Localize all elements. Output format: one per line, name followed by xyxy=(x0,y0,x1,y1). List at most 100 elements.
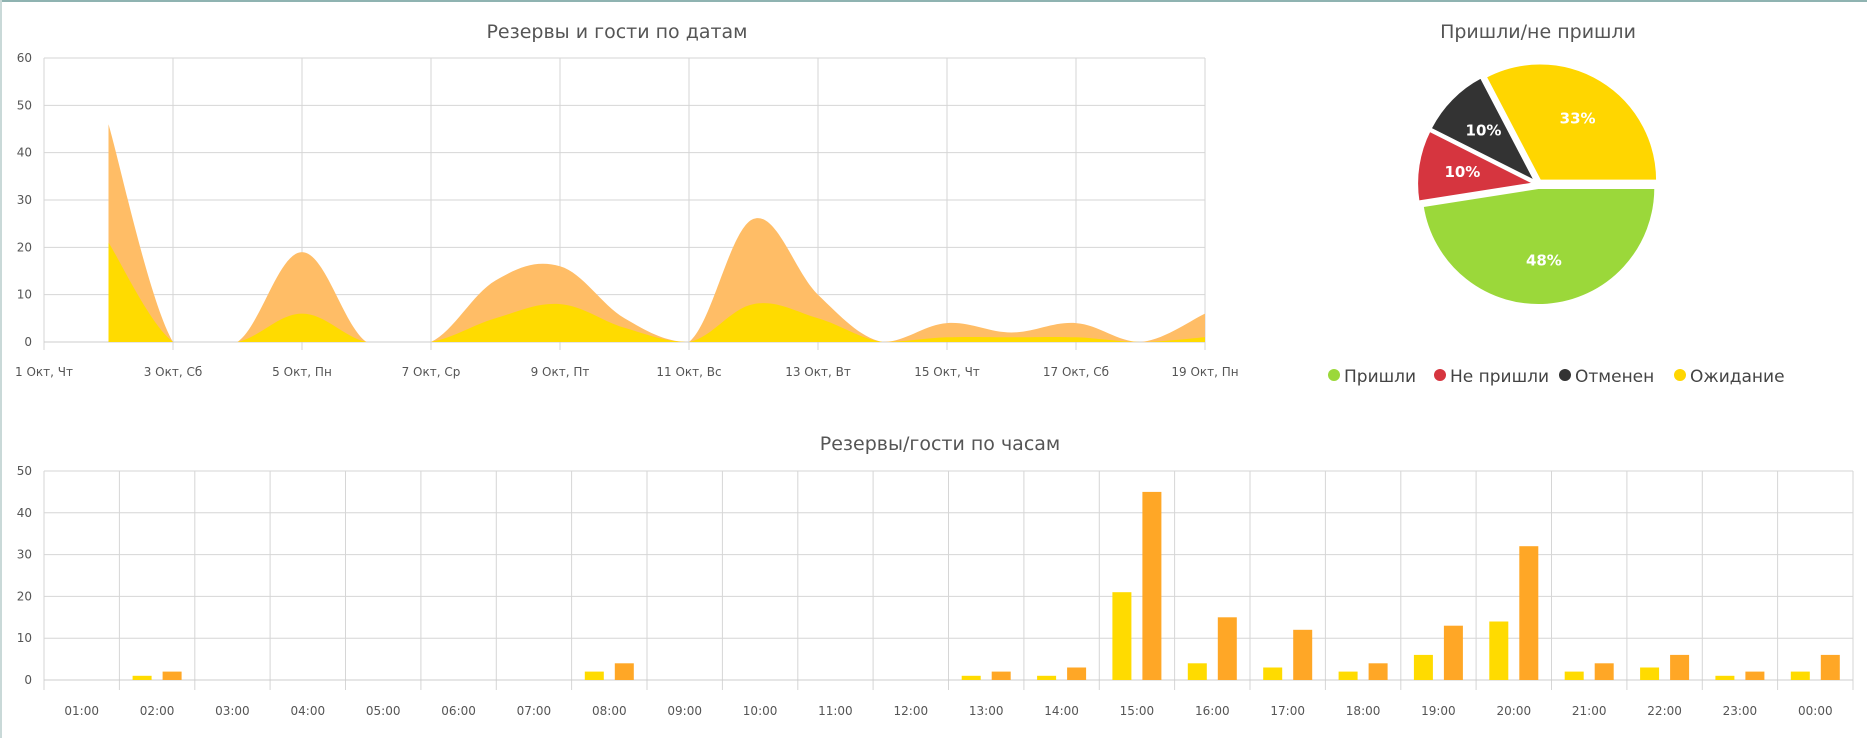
bar-y-tick-label: 20 xyxy=(17,589,32,603)
bar-reservations xyxy=(1564,671,1584,680)
area-x-tick-label: 9 Окт, Пт xyxy=(531,365,590,379)
bar-reservations xyxy=(1790,671,1810,680)
bar-x-tick-label: 12:00 xyxy=(894,704,929,718)
legend-marker xyxy=(1328,369,1340,381)
pie-chart-title: Пришли/не пришли xyxy=(1440,21,1636,43)
area-y-tick-label: 10 xyxy=(17,288,32,302)
area-x-tick-label: 5 Окт, Пн xyxy=(272,365,332,379)
bar-guests xyxy=(1443,625,1463,680)
area-chart-y-axis: 0 10 20 30 40 50 60 xyxy=(17,51,32,349)
area-x-tick-label: 15 Окт, Чт xyxy=(914,365,980,379)
bar-guests xyxy=(1670,654,1690,680)
bar-x-tick-label: 19:00 xyxy=(1421,704,1456,718)
bar-reservations xyxy=(1413,654,1433,680)
pie-slice-label: 10% xyxy=(1444,163,1480,181)
area-y-tick-label: 40 xyxy=(17,146,32,160)
legend-label: Ожидание xyxy=(1690,367,1785,387)
bar-y-tick-label: 10 xyxy=(17,631,32,645)
area-x-tick-label: 3 Окт, Сб xyxy=(144,365,203,379)
bar-y-tick-label: 30 xyxy=(17,548,32,562)
top-border xyxy=(0,0,1867,2)
bar-guests xyxy=(1217,617,1237,680)
bar-x-tick-label: 17:00 xyxy=(1270,704,1305,718)
pie-slice-label: 48% xyxy=(1526,251,1562,269)
bar-guests xyxy=(1820,654,1840,680)
area-y-tick-label: 50 xyxy=(17,98,32,112)
area-chart-dates: Резервы и гости по датам 0 10 20 30 40 50 60 1… xyxy=(15,21,1239,379)
pie-chart-labels: 48% 10% 10% 33% xyxy=(1444,110,1595,270)
bar-guests xyxy=(614,663,634,680)
bar-chart-grid xyxy=(43,470,1854,690)
area-chart-title: Резервы и гости по датам xyxy=(486,21,747,43)
area-y-tick-label: 30 xyxy=(17,193,32,207)
bar-reservations xyxy=(961,675,981,680)
bar-x-tick-label: 11:00 xyxy=(818,704,853,718)
area-y-tick-label: 60 xyxy=(17,51,32,65)
bar-x-tick-label: 09:00 xyxy=(667,704,702,718)
bar-chart-title: Резервы/гости по часам xyxy=(820,433,1061,455)
pie-slice-label: 33% xyxy=(1560,110,1596,128)
bar-x-tick-label: 06:00 xyxy=(441,704,476,718)
pie-slice-label: 10% xyxy=(1466,121,1502,139)
bar-x-tick-label: 05:00 xyxy=(366,704,401,718)
bar-guests xyxy=(1594,663,1614,680)
pie-chart-slices xyxy=(1416,62,1659,306)
bar-y-tick-label: 0 xyxy=(24,673,32,687)
bar-x-tick-label: 21:00 xyxy=(1572,704,1607,718)
bar-x-tick-label: 03:00 xyxy=(215,704,250,718)
bar-x-tick-label: 00:00 xyxy=(1798,704,1833,718)
bar-x-tick-label: 15:00 xyxy=(1120,704,1155,718)
bar-x-tick-label: 20:00 xyxy=(1497,704,1532,718)
area-series-guests xyxy=(108,124,1205,342)
bar-reservations xyxy=(1112,592,1132,680)
bar-x-tick-label: 04:00 xyxy=(291,704,326,718)
bar-x-tick-label: 14:00 xyxy=(1044,704,1079,718)
area-y-tick-label: 0 xyxy=(24,335,32,349)
bar-reservations xyxy=(132,675,152,680)
area-x-tick-label: 7 Окт, Ср xyxy=(402,365,461,379)
bar-guests xyxy=(1293,629,1313,680)
bar-guests xyxy=(991,671,1011,680)
legend-marker xyxy=(1674,369,1686,381)
bar-guests xyxy=(1745,671,1765,680)
bar-x-tick-label: 16:00 xyxy=(1195,704,1230,718)
bar-x-tick-label: 01:00 xyxy=(64,704,99,718)
bar-x-tick-label: 02:00 xyxy=(140,704,175,718)
pie-slice xyxy=(1421,187,1657,306)
pie-slice xyxy=(1429,76,1538,184)
legend-marker xyxy=(1559,369,1571,381)
bar-guests xyxy=(162,671,182,680)
area-chart-series xyxy=(108,124,1205,342)
bar-chart-y-axis: 0 10 20 30 40 50 xyxy=(17,464,32,687)
area-x-tick-label: 17 Окт, Сб xyxy=(1043,365,1109,379)
pie-chart-attendance: Пришли/не пришли 48% 10% 10% 33% Пришли Не п… xyxy=(1328,21,1785,387)
bar-chart-series xyxy=(132,491,1840,680)
area-chart-x-axis: 1 Окт, Чт 3 Окт, Сб 5 Окт, Пн 7 Окт, Ср 9 Ок… xyxy=(15,365,1239,379)
area-x-tick-label: 19 Окт, Пн xyxy=(1171,365,1238,379)
bar-reservations xyxy=(1715,675,1735,680)
pie-slice xyxy=(1416,129,1538,203)
bar-reservations xyxy=(1640,667,1660,680)
bar-reservations xyxy=(1263,667,1283,680)
bar-reservations xyxy=(584,671,604,680)
bar-guests xyxy=(1519,546,1539,680)
area-x-tick-label: 11 Окт, Вс xyxy=(656,365,721,379)
bar-y-tick-label: 50 xyxy=(17,464,32,478)
bar-reservations xyxy=(1489,621,1509,680)
bar-reservations xyxy=(1037,675,1057,680)
bar-chart-x-axis: 01:00 02:00 03:00 04:00 05:00 06:00 07:00 08:00… xyxy=(64,704,1832,718)
legend-label: Отменен xyxy=(1575,367,1654,387)
bar-x-tick-label: 22:00 xyxy=(1647,704,1682,718)
bar-guests xyxy=(1142,491,1162,680)
bar-chart-hours: Резервы/гости по часам 0 10 20 30 40 50 01:00… xyxy=(17,433,1854,718)
bar-x-tick-label: 08:00 xyxy=(592,704,627,718)
area-x-tick-label: 1 Окт, Чт xyxy=(15,365,73,379)
bar-x-tick-label: 10:00 xyxy=(743,704,778,718)
area-chart-grid xyxy=(43,57,1206,350)
bar-y-tick-label: 40 xyxy=(17,506,32,520)
bar-reservations xyxy=(1187,663,1207,680)
legend-label: Пришли xyxy=(1344,367,1416,387)
bar-guests xyxy=(1067,667,1087,680)
area-y-tick-label: 20 xyxy=(17,240,32,254)
